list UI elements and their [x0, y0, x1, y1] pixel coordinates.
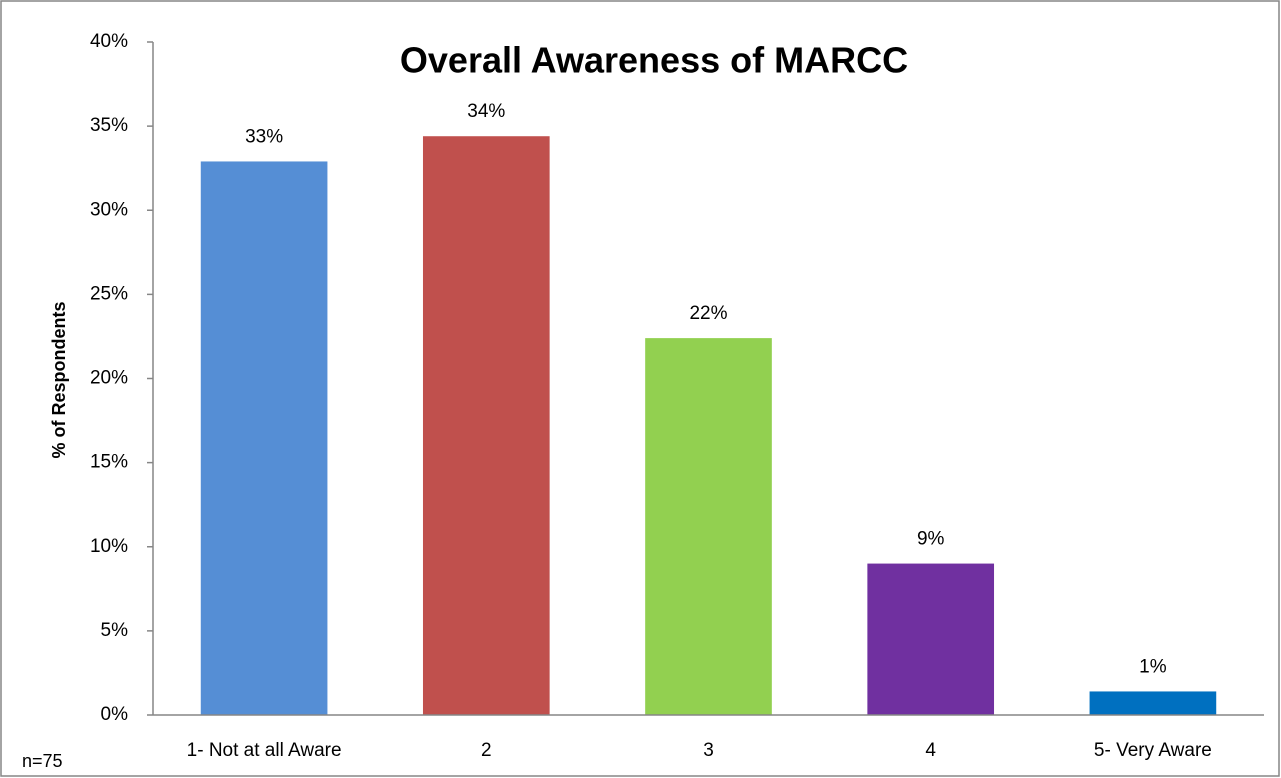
y-tick-label: 15% [90, 452, 128, 473]
y-tick-label: 0% [101, 704, 129, 725]
x-tick-label: 5- Very Aware [1094, 740, 1212, 761]
bar [200, 161, 328, 715]
y-tick-label: 10% [90, 536, 128, 557]
sample-note: n=75 [22, 751, 63, 771]
y-tick-label: 20% [90, 368, 128, 389]
bar [867, 563, 995, 715]
y-tick-label: 25% [90, 283, 128, 304]
bar [422, 136, 550, 716]
x-tick-label: 3 [703, 740, 714, 761]
y-axis-label: % of Respondents [49, 301, 69, 458]
chart-title: Overall Awareness of MARCC [400, 40, 908, 81]
x-tick-label: 2 [481, 740, 492, 761]
x-tick-label: 1- Not at all Aware [187, 740, 342, 761]
data-label: 1% [1139, 656, 1167, 677]
data-label: 9% [917, 529, 945, 550]
y-tick-label: 30% [90, 199, 128, 220]
bar [645, 338, 772, 715]
data-label: 34% [467, 101, 505, 122]
bar [1089, 691, 1217, 715]
y-tick-label: 35% [90, 115, 128, 136]
y-tick-label: 40% [90, 31, 128, 52]
data-label: 33% [245, 126, 283, 147]
x-tick-label: 4 [925, 740, 936, 761]
y-tick-label: 5% [101, 620, 129, 641]
data-label: 22% [689, 303, 727, 324]
